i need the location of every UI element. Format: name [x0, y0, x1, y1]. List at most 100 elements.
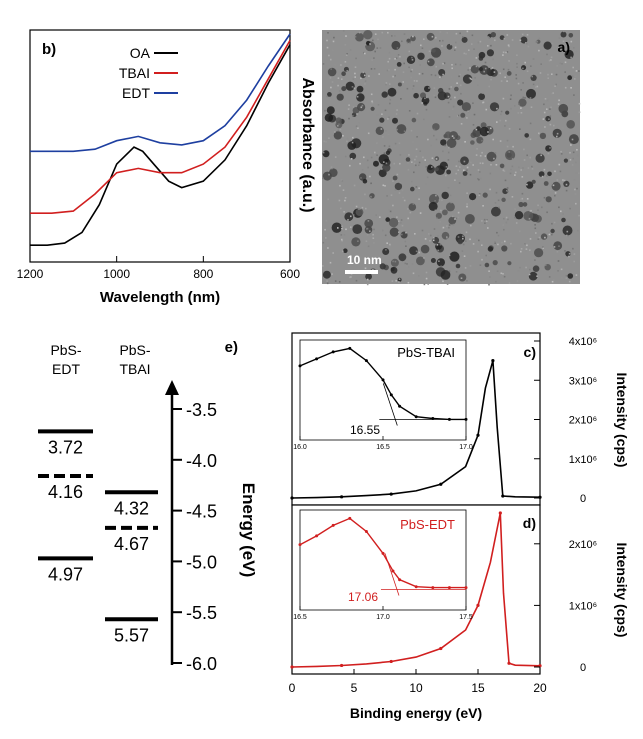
tem-grain: [516, 280, 519, 282]
tem-particle: [345, 81, 355, 91]
tem-grain: [479, 162, 482, 164]
tem-grain: [352, 260, 355, 263]
tem-grain: [556, 135, 558, 138]
tem-grain: [374, 151, 376, 154]
series-line-pbs-edt: [291, 512, 541, 668]
tem-grain: [334, 280, 337, 282]
tem-grain: [553, 221, 556, 224]
tem-particle: [413, 92, 419, 99]
tem-particle: [392, 117, 398, 124]
tem-grain: [496, 121, 498, 123]
panel-a-label: a): [558, 39, 570, 55]
tem-particle: [568, 33, 574, 38]
tem-grain: [578, 172, 580, 174]
tem-grain: [531, 75, 533, 78]
tem-grain: [511, 196, 514, 198]
tem-grain: [471, 43, 473, 45]
panel-d-inset-frame: [299, 509, 467, 611]
tem-grain: [524, 61, 526, 64]
tem-particle: [562, 225, 573, 236]
tem-grain: [537, 209, 539, 211]
tem-grain: [408, 110, 411, 112]
tem-grain: [552, 184, 555, 187]
tem-particle: [476, 136, 484, 144]
tem-particle: [507, 261, 512, 266]
tem-grain: [423, 283, 426, 286]
tem-grain: [349, 164, 351, 167]
tem-grain: [457, 169, 460, 171]
tem-grain: [512, 145, 514, 148]
tem-grain: [560, 150, 562, 153]
x-tick-label-0: 0: [289, 681, 296, 695]
tem-grain: [415, 164, 417, 167]
tem-particle: [360, 72, 366, 79]
tem-grain: [328, 137, 330, 139]
tem-grain: [487, 227, 489, 229]
inset-data-point: [381, 551, 385, 555]
tem-grain: [527, 167, 530, 169]
column-header-edt-line1: PbS-: [50, 342, 81, 358]
tem-grain: [529, 156, 531, 159]
tem-grain: [578, 70, 580, 72]
tem-grain: [463, 255, 466, 257]
tem-particle: [442, 209, 448, 216]
tem-grain: [500, 110, 503, 113]
tem-particle: [343, 248, 348, 253]
y-tick-label: 0: [580, 493, 586, 505]
x-tick-label-600: 600: [280, 267, 300, 281]
tem-particle: [518, 201, 524, 208]
tem-grain: [334, 131, 336, 133]
tem-grain: [355, 279, 358, 282]
tem-grain: [397, 54, 400, 56]
tem-grain: [517, 82, 520, 85]
tem-grain: [457, 236, 460, 238]
tem-grain: [426, 68, 428, 71]
inset-data-point: [348, 346, 352, 350]
tem-grain: [418, 161, 421, 164]
panel-b-absorbance-chart: 600 800 1000 1200 b) OA TBAI EDT Absorbance…: [17, 29, 316, 306]
tem-grain: [421, 229, 424, 232]
tem-grain: [576, 154, 579, 157]
panel-c-series-group: [290, 359, 542, 500]
tem-particle: [437, 91, 447, 101]
tem-grain: [385, 249, 387, 251]
panel-c-label: c): [524, 344, 536, 360]
tem-grain: [356, 95, 359, 98]
tem-particle: [391, 40, 401, 50]
tem-grain: [480, 177, 482, 180]
tem-grain: [574, 193, 577, 195]
tem-grain: [574, 188, 576, 191]
tem-grain: [470, 224, 472, 227]
tem-particle: [449, 251, 460, 262]
tem-particle: [434, 167, 439, 172]
series-line-oa: [30, 44, 291, 246]
tem-grain: [549, 108, 551, 110]
tem-grain: [560, 153, 563, 155]
series-line-pbs-tbai: [291, 360, 541, 499]
tem-grain: [337, 77, 340, 79]
tem-grain: [355, 205, 358, 208]
tem-particle: [568, 134, 579, 145]
tem-grain: [435, 65, 437, 68]
tem-grain: [490, 44, 492, 47]
tem-grain: [559, 62, 562, 65]
tem-grain: [414, 158, 416, 161]
tem-grain: [341, 238, 343, 241]
tem-grain: [388, 212, 390, 215]
tem-grain: [447, 167, 449, 170]
tem-particle: [326, 106, 335, 115]
tem-grain: [543, 196, 546, 199]
data-point: [340, 495, 344, 499]
tem-grain: [334, 64, 337, 66]
tem-grain: [553, 124, 555, 127]
tem-grain: [562, 127, 564, 129]
tem-grain: [439, 40, 441, 42]
tem-grain: [430, 234, 432, 237]
tem-grain: [490, 127, 492, 130]
tem-grain: [573, 260, 575, 263]
tem-grain: [450, 86, 452, 88]
tem-grain: [346, 70, 348, 72]
tem-grain: [550, 189, 552, 191]
tem-grain: [431, 35, 434, 38]
tem-particle: [410, 35, 416, 42]
